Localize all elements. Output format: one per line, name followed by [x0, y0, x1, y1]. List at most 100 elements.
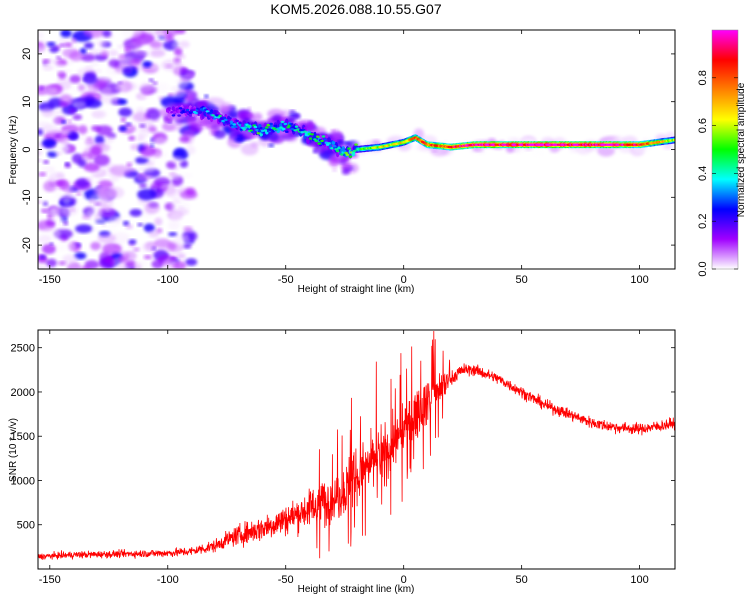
spectrogram-x-tick-label: -150: [39, 274, 61, 286]
spectrogram-cell: [90, 214, 105, 227]
spectrogram-cell: [331, 130, 342, 139]
spectrogram-cell: [111, 176, 119, 183]
spectrogram-ridge-cell: [335, 149, 340, 153]
spectrogram-ridge-cell: [166, 110, 170, 113]
spectrogram-cell: [150, 158, 155, 164]
spectrogram-ridge-cell: [246, 125, 251, 128]
spectrogram-cell: [61, 205, 79, 216]
spectrogram-cell: [204, 94, 209, 99]
spectrogram-cell: [69, 145, 76, 152]
spectrogram-cell: [238, 135, 243, 139]
spectrogram-ridge-cell: [266, 123, 271, 127]
spectrogram-cell: [124, 260, 136, 267]
spectrogram-cell: [128, 239, 137, 245]
spectrogram-cell: [59, 43, 66, 47]
spectrogram-cell: [64, 185, 75, 195]
spectrogram-cell: [43, 86, 58, 95]
spectrogram-cell: [39, 86, 44, 91]
spectrogram-ridge-cell: [201, 109, 205, 112]
spectrogram-cell: [186, 115, 199, 123]
spectrogram-cell: [45, 56, 60, 68]
spectrogram-cell: [38, 172, 47, 177]
spectrogram-cell: [154, 217, 163, 226]
spectrogram-cell: [38, 235, 52, 244]
spectrogram-cell: [129, 167, 136, 172]
spectrogram-ridge-cell: [233, 125, 238, 128]
spectrogram-cell: [136, 173, 151, 182]
spectrogram-ridge-cell: [284, 130, 289, 133]
spectrogram-cell: [43, 149, 49, 153]
spectrogram-cell: [166, 161, 177, 169]
spectrogram-cell: [43, 181, 55, 192]
spectrogram-ridge-cell: [224, 118, 228, 122]
snr-y-tick-label: 1000: [11, 475, 35, 487]
spectrogram-cell: [161, 59, 183, 71]
spectrogram-cell: [133, 247, 140, 252]
spectrogram-ridge-cell: [197, 108, 201, 111]
spectrogram-cell: [83, 42, 94, 49]
spectrogram-cell: [91, 125, 101, 132]
spectrogram-cell: [148, 78, 154, 82]
spectrogram-cell: [102, 243, 122, 255]
spectrogram-cell: [96, 40, 108, 48]
spectrogram-cell: [59, 138, 70, 145]
spectrogram-cell: [83, 30, 105, 38]
spectrogram-cell: [182, 243, 192, 249]
snr-y-tick-label: 2500: [11, 343, 35, 355]
spectrogram-cell: [237, 111, 255, 120]
spectrogram-cell: [69, 231, 84, 239]
spectrogram-ridge-cell: [177, 114, 181, 117]
spectrogram-ridge-cell: [327, 137, 331, 142]
snr-x-tick-label: 0: [401, 574, 407, 586]
snr-x-tick-label: -100: [157, 574, 179, 586]
spectrogram-cell: [64, 42, 73, 48]
snr-x-tick-label: 100: [630, 574, 648, 586]
colorbar-tick-label: 0.0: [697, 261, 709, 276]
spectrogram-cell: [42, 206, 48, 212]
spectrogram-ridge-cell: [219, 117, 224, 120]
spectrogram-cell: [130, 144, 141, 151]
spectrogram-x-tick-label: 0: [401, 274, 407, 286]
spectrogram-cell: [138, 163, 156, 174]
spectrogram-cell: [250, 141, 259, 148]
spectrogram-ridge: [166, 104, 675, 159]
spectrogram-cell: [172, 198, 181, 204]
spectrogram-cell: [79, 135, 86, 140]
spectrogram-ridge-cell: [303, 130, 307, 133]
spectrogram-cell: [150, 137, 169, 149]
spectrogram-cell: [172, 40, 181, 50]
spectrogram-cell: [38, 261, 47, 269]
spectrogram-cell: [100, 86, 112, 95]
colorbar-tick-label: 0.4: [697, 166, 709, 181]
spectrogram-cell: [90, 145, 102, 157]
spectrogram-ridge-cell: [171, 106, 176, 111]
spectrogram-cell: [131, 39, 145, 47]
snr-y-label: SNR (10 * v/v): [8, 418, 19, 482]
spectrogram-cell: [91, 227, 98, 232]
figure-title: KOM5.2026.088.10.55.G07: [270, 1, 441, 17]
spectrogram-cell: [128, 160, 136, 165]
spectrogram-cell: [69, 74, 81, 84]
spectrogram-cell: [183, 226, 193, 232]
spectrogram-cell: [92, 110, 108, 119]
spectrogram-ridge-cell: [323, 138, 327, 141]
spectrogram-y-label: Frequency (Hz): [8, 116, 19, 185]
spectrogram-ridge-cell: [334, 148, 339, 151]
spectrogram-cell: [108, 49, 119, 57]
spectrogram-cell: [81, 265, 91, 269]
spectrogram-y-tick-label: -20: [21, 237, 33, 253]
spectrogram-cell: [118, 107, 133, 117]
spectrogram-ridge-cell: [272, 127, 276, 130]
spectrogram-ridge-cell: [260, 129, 265, 133]
spectrogram-cell: [332, 168, 337, 172]
spectrogram-ridge-cell: [228, 117, 232, 120]
spectrogram-cell: [150, 64, 160, 71]
spectrogram-cell: [118, 98, 128, 105]
spectrogram-ridge-cell: [242, 128, 246, 131]
spectrogram-ridge-cell: [283, 122, 288, 126]
spectrogram-cell: [84, 66, 93, 72]
spectrogram-cell: [148, 230, 160, 238]
spectrogram-ridge-cell: [314, 139, 319, 143]
spectrogram-cell: [93, 154, 110, 167]
spectrogram-cell: [75, 224, 93, 234]
